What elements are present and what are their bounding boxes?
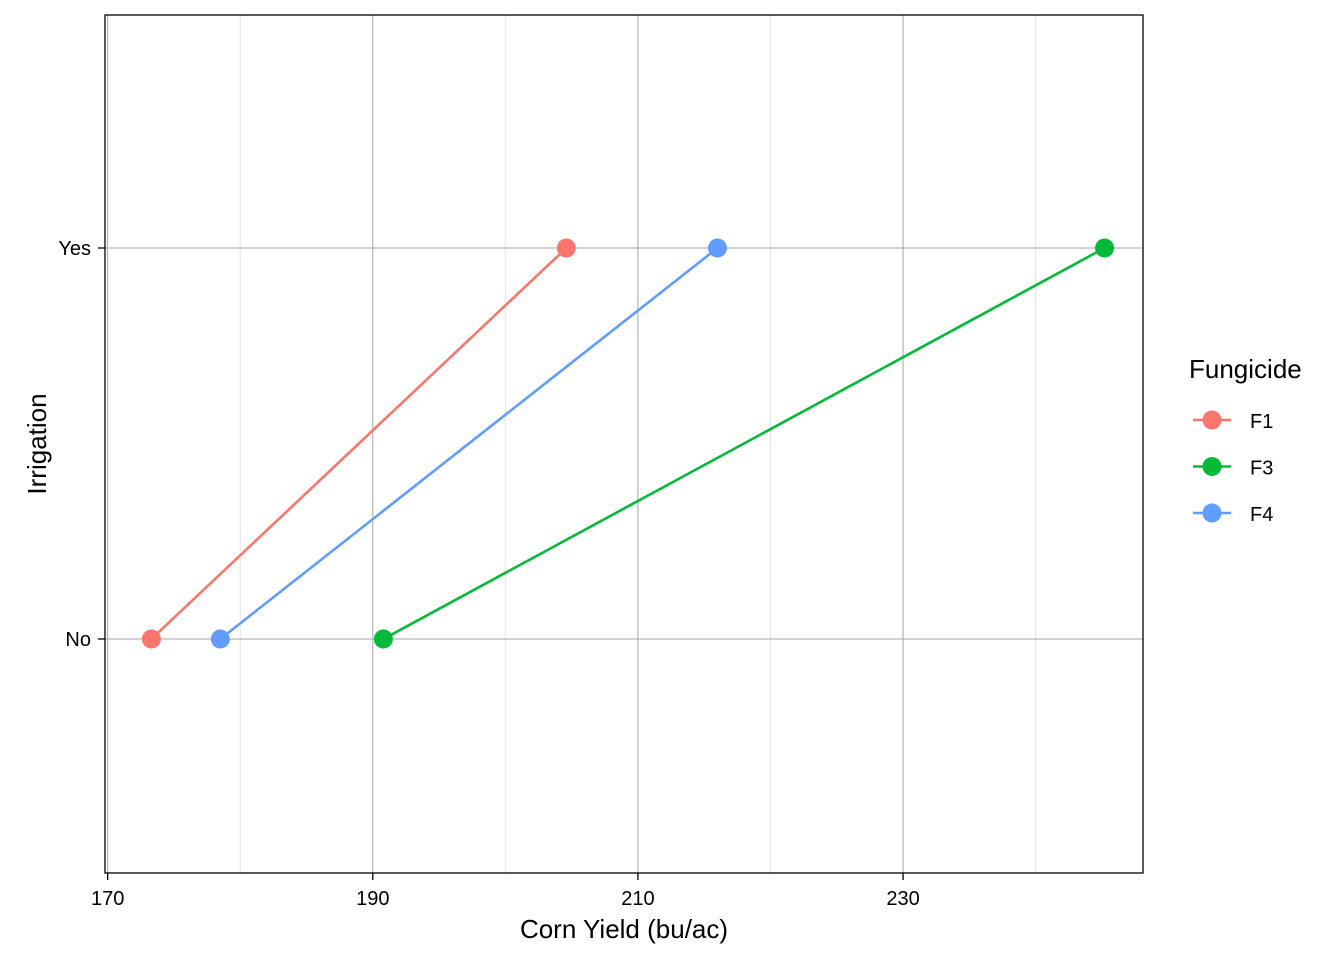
legend-key-f3 [1193,457,1231,476]
x-tick-label: 190 [356,888,389,910]
data-point-f3-no [373,629,393,649]
data-point-f3-yes [1095,238,1115,258]
y-tick-label: Yes [58,238,91,260]
data-point-f4-yes [707,238,727,258]
legend-point-f3 [1202,457,1222,476]
x-tick-label: 210 [621,888,654,910]
legend: Fungicide F1 F3 F4 [1189,354,1302,526]
legend-point-f1 [1202,410,1222,430]
legend-label-f1: F1 [1250,411,1273,433]
data-point-f4-no [210,629,230,649]
legend-title: Fungicide [1189,354,1302,384]
legend-label-f3: F3 [1250,458,1273,480]
series-layer [141,238,1115,649]
legend-key-f4 [1193,503,1231,523]
data-point-f1-yes [556,238,576,258]
axes-layer: 170 190 210 230 No Yes [58,238,919,910]
series-line-f1 [150,247,568,640]
plot-panel-border [104,14,1144,874]
x-axis-title: Corn Yield (bu/ac) [520,914,728,944]
x-tick-label: 230 [886,888,919,910]
x-tick-label: 170 [91,888,124,910]
y-tick-label: No [65,629,91,651]
series-line-f3 [382,246,1106,641]
legend-key-f1 [1193,410,1231,430]
legend-label-f4: F4 [1250,504,1273,526]
legend-point-f4 [1202,503,1222,523]
grid-lines [105,15,1143,873]
series-line-f4 [219,246,719,641]
data-point-f1-no [141,629,161,649]
y-axis-title: Irrigation [22,393,52,494]
